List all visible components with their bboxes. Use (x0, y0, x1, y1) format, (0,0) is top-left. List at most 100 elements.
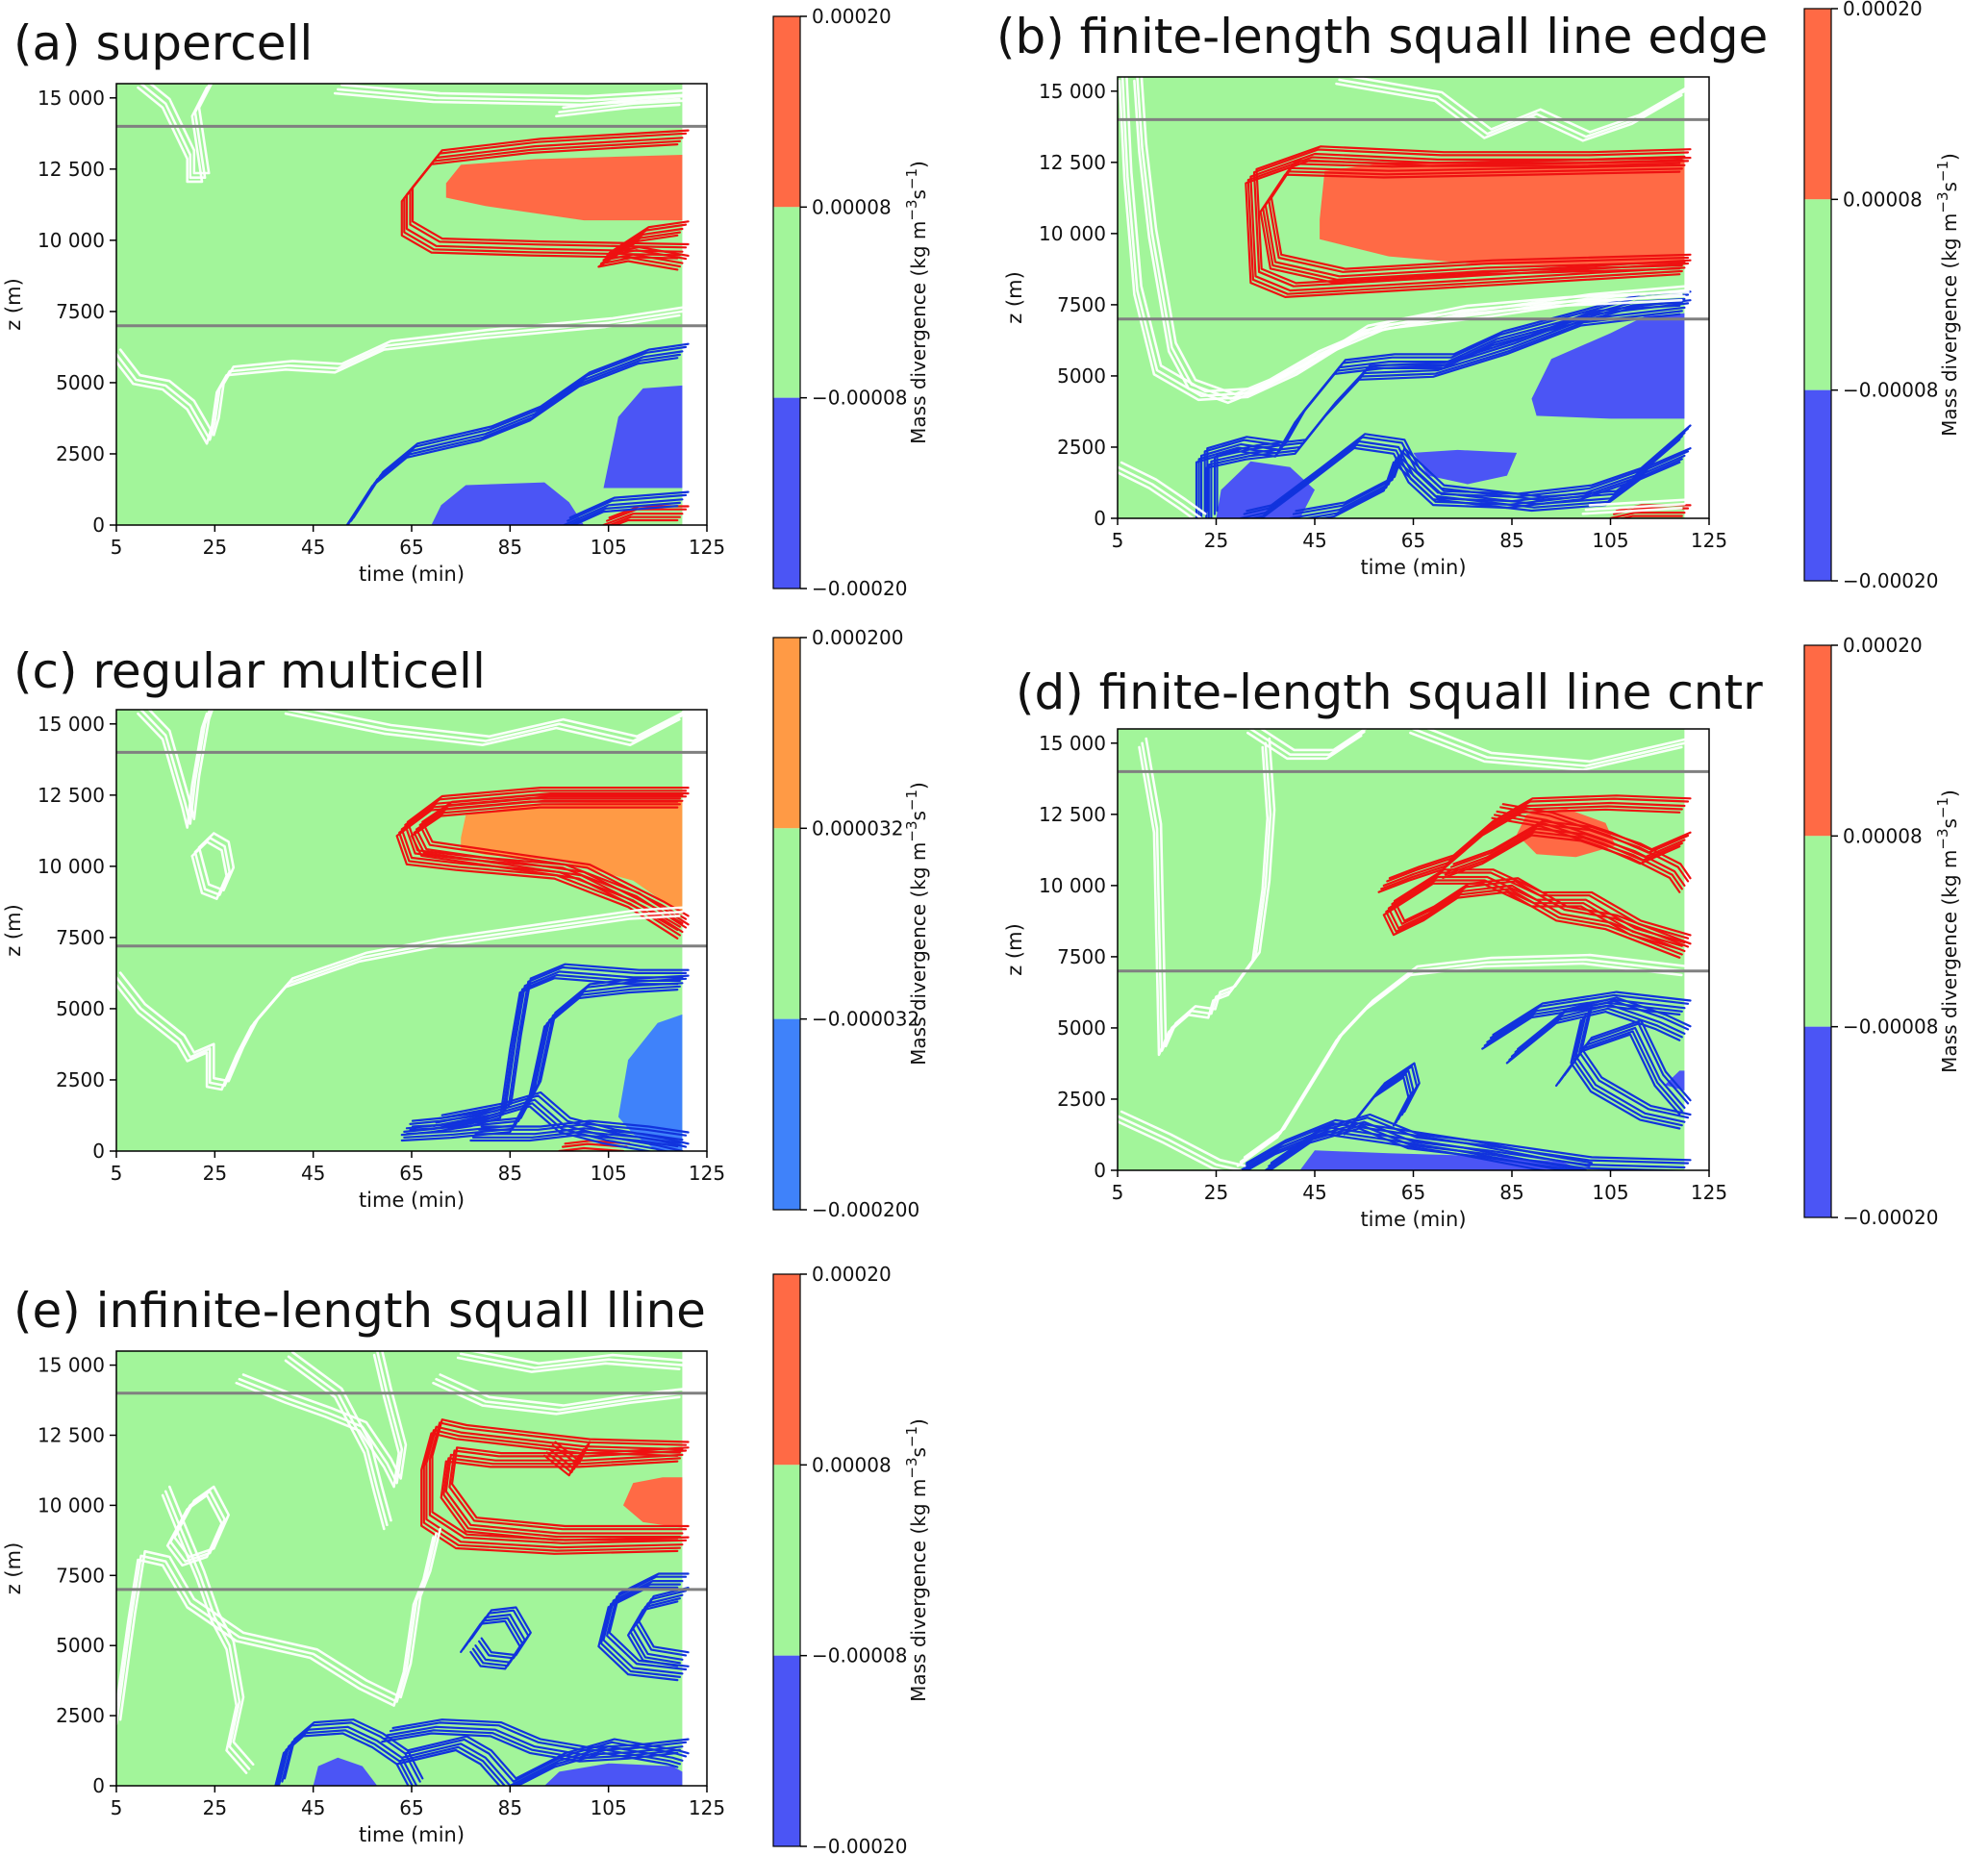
contour-blue (1289, 447, 1692, 518)
filled-region-positive (623, 1477, 683, 1528)
contour-white (190, 832, 236, 900)
contour-line (1496, 810, 1686, 859)
contour-white (284, 1351, 392, 1531)
contour-line (137, 86, 209, 184)
contour-line (1118, 465, 1203, 518)
contour-line (1205, 313, 1681, 518)
y-tick-label: 10 000 (38, 1493, 105, 1517)
contour-line (118, 305, 688, 437)
contour-line (459, 1352, 684, 1369)
contour-line (406, 787, 690, 926)
contour-line (1249, 729, 1366, 756)
y-tick-label: 7500 (1057, 945, 1106, 968)
contour-line (161, 1493, 248, 1774)
colorbar-tick-label: −0.00008 (1843, 379, 1938, 402)
plot-area (1118, 729, 1709, 1170)
background-field (116, 710, 683, 1151)
contour-line (1492, 990, 1692, 1037)
contour-line (1259, 438, 1681, 518)
contour-line (1133, 79, 1683, 405)
contour-line (238, 1351, 404, 1485)
colorbar-label: Mass divergence (kg m−3s−1) (1934, 790, 1961, 1073)
contour-line (118, 1527, 441, 1721)
x-tick-label: 105 (1592, 529, 1628, 552)
contour-line (1580, 1005, 1692, 1116)
contour-line (284, 712, 681, 746)
contour-line (235, 1353, 400, 1489)
x-tick-label: 25 (203, 1796, 227, 1819)
colorbar-tick-label: −0.00008 (812, 1644, 907, 1667)
contour-line (1510, 1004, 1686, 1058)
contour-red (543, 1441, 591, 1477)
contour-line (480, 1119, 690, 1134)
y-tick-label: 7500 (56, 926, 105, 949)
x-tick-label: 5 (111, 1162, 123, 1185)
contour-line (1387, 875, 1686, 953)
contour-line (1618, 514, 1683, 518)
filled-region-negative (1413, 449, 1518, 485)
colorbar-band (1804, 9, 1831, 200)
contour-line (470, 1606, 532, 1657)
x-tick-label: 125 (689, 1796, 725, 1819)
contour-line (1245, 159, 1681, 298)
filled-region-negative (1531, 313, 1685, 419)
contour-line (287, 710, 684, 742)
colorbar-band (773, 207, 800, 398)
contour-line (420, 1432, 679, 1555)
contour-line (1203, 293, 1690, 515)
colorbar-tick-label: 0.00008 (1843, 824, 1923, 847)
contour-line (435, 1098, 684, 1151)
plot-area (116, 1351, 707, 1786)
contour-line (391, 1718, 690, 1749)
contour-line (116, 313, 681, 445)
contour-line (1141, 741, 1272, 1052)
contour-line (1385, 879, 1683, 956)
contour-line (1412, 729, 1686, 767)
y-tick-label: 0 (92, 514, 105, 537)
colorbar-tick-label: 0.000200 (812, 626, 903, 649)
contour-line (308, 710, 688, 739)
contour-line (1393, 868, 1692, 945)
contour-line (1268, 1116, 1690, 1167)
y-tick-label: 12 500 (1039, 803, 1106, 826)
contour-white (116, 305, 688, 445)
contour-line (555, 103, 681, 118)
contour-line (635, 1590, 688, 1657)
background-field (1118, 729, 1685, 1170)
y-tick-label: 0 (1094, 507, 1106, 530)
contour-white (137, 710, 214, 829)
filled-region-negative (544, 1763, 683, 1786)
colorbar-tick-label: 0.00020 (1843, 634, 1923, 657)
colorbar-tick-label: −0.00008 (1843, 1015, 1938, 1039)
contour-white (456, 1351, 688, 1373)
contour-line (566, 501, 681, 525)
contour-line (558, 1146, 625, 1151)
contour-line (1264, 1120, 1686, 1170)
contour-white (161, 1485, 255, 1774)
x-tick-label: 65 (399, 536, 423, 559)
colorbar-band (773, 397, 800, 589)
contour-line (337, 88, 684, 103)
colorbar-label: Mass divergence (kg m−3s−1) (903, 782, 930, 1065)
contour-line (1120, 1110, 1246, 1167)
contour-blue (563, 490, 690, 525)
contour-line (1581, 507, 1683, 515)
contour-line (1425, 729, 1690, 764)
y-tick-label: 10 000 (38, 229, 105, 252)
panel-title: (c) regular multicell (13, 643, 486, 699)
contour-line (1501, 803, 1692, 851)
contour-line (432, 1381, 681, 1416)
contour-white (284, 710, 688, 746)
contour-line (606, 223, 688, 261)
filled-region-negative (617, 1014, 683, 1151)
contour-line (1259, 729, 1368, 752)
contour-line (1380, 805, 1683, 890)
contour-blue (1570, 1005, 1692, 1130)
contour-line (1270, 1113, 1692, 1165)
colorbar-band (773, 1465, 800, 1656)
contour-line (137, 712, 209, 829)
filled-region-positive (445, 155, 683, 221)
contour-red (1377, 794, 1692, 893)
contour-line (606, 1575, 688, 1671)
